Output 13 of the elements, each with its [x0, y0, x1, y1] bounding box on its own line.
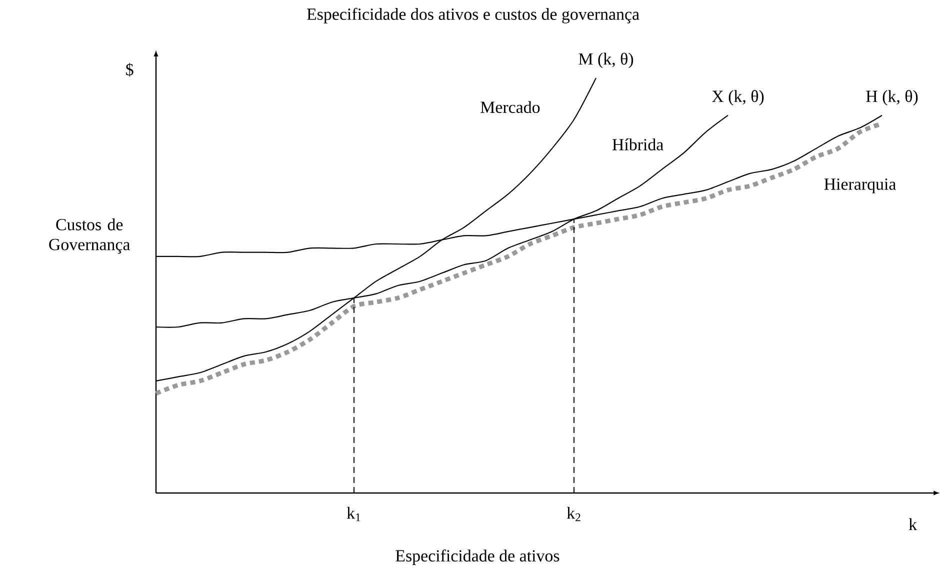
x-axis-title: Especificidade de ativos: [396, 549, 560, 566]
chart-title: Especificidade dos ativos e custos de governança: [307, 8, 640, 24]
y-axis-title: Custos de Governança: [49, 218, 130, 254]
x-tick-label: k$_{1}$: [346, 506, 360, 522]
x-tick-label: k$_{2}$: [566, 506, 580, 522]
annotation: Hierarquia: [824, 178, 896, 194]
annotation: Mercado: [480, 101, 540, 114]
annotation: Híbrida: [612, 138, 664, 150]
text: $: [126, 62, 134, 76]
text: k: [908, 518, 918, 530]
series-label: H (k, θ): [866, 90, 918, 106]
series-label: M (k, θ): [578, 52, 634, 68]
series-label: X (k, θ): [712, 90, 764, 106]
